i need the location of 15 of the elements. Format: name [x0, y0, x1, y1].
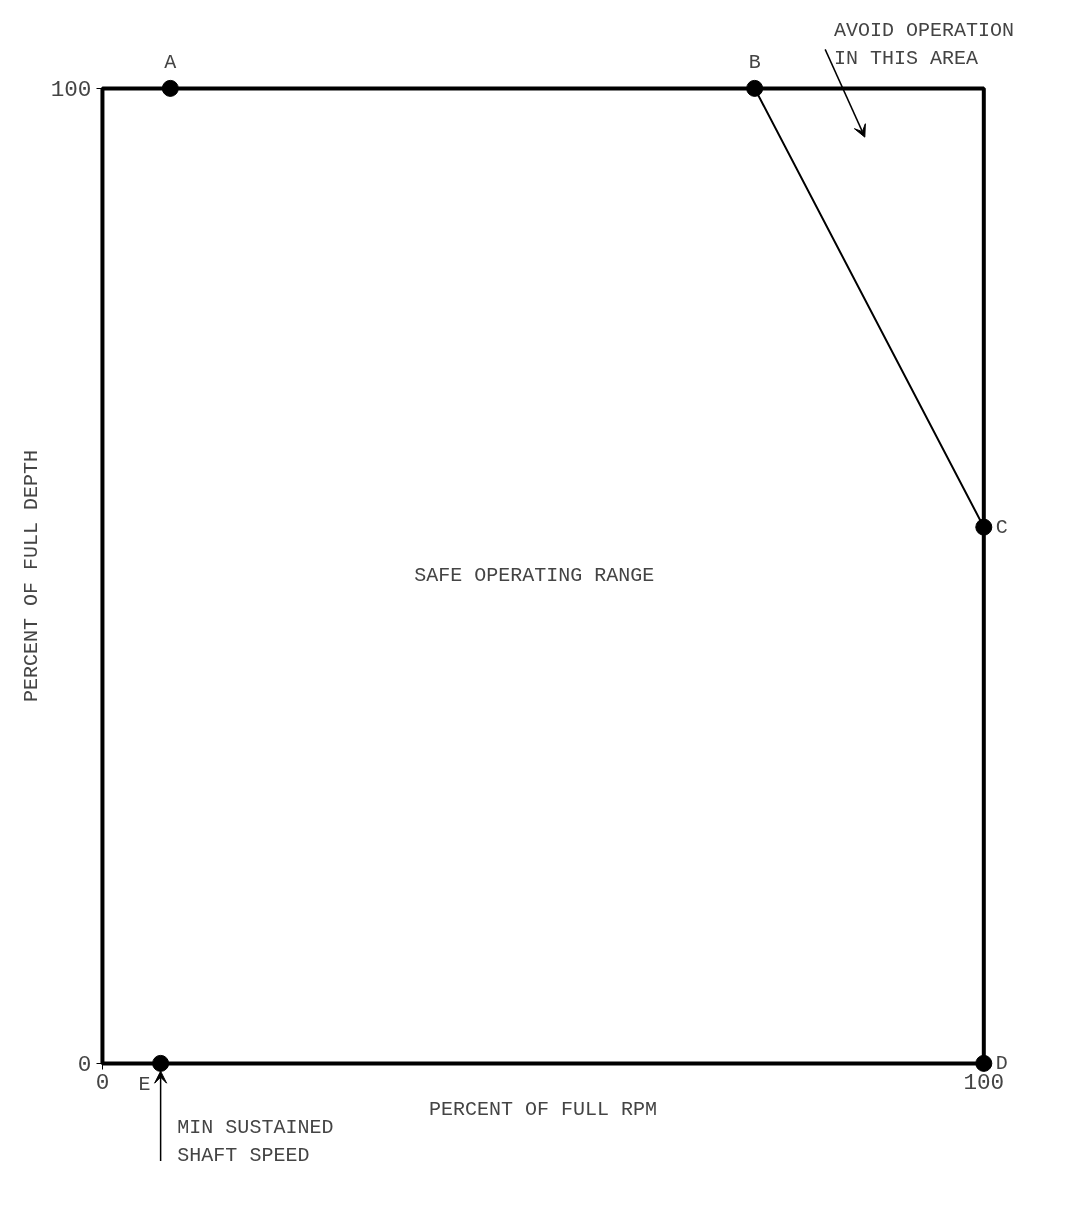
- point: [975, 1054, 993, 1072]
- y-axis-title: PERCENT OF FULL DEPTH: [19, 449, 43, 703]
- annotation: C: [995, 515, 1008, 539]
- annotation: D: [995, 1051, 1008, 1075]
- annotation: SAFE OPERATING RANGE: [414, 564, 655, 588]
- point: [975, 518, 993, 536]
- annotation: A: [164, 51, 177, 75]
- point: [161, 79, 179, 97]
- x-axis-title: PERCENT OF FULL RPM: [428, 1097, 658, 1121]
- annotation: B: [748, 51, 761, 75]
- point: [152, 1054, 170, 1072]
- text: MIN SUSTAINED SHAFT SPEED: [177, 1116, 334, 1167]
- text: AVOID OPERATION IN THIS AREA: [833, 19, 1015, 70]
- annotation: E: [138, 1073, 151, 1097]
- point: [746, 79, 764, 97]
